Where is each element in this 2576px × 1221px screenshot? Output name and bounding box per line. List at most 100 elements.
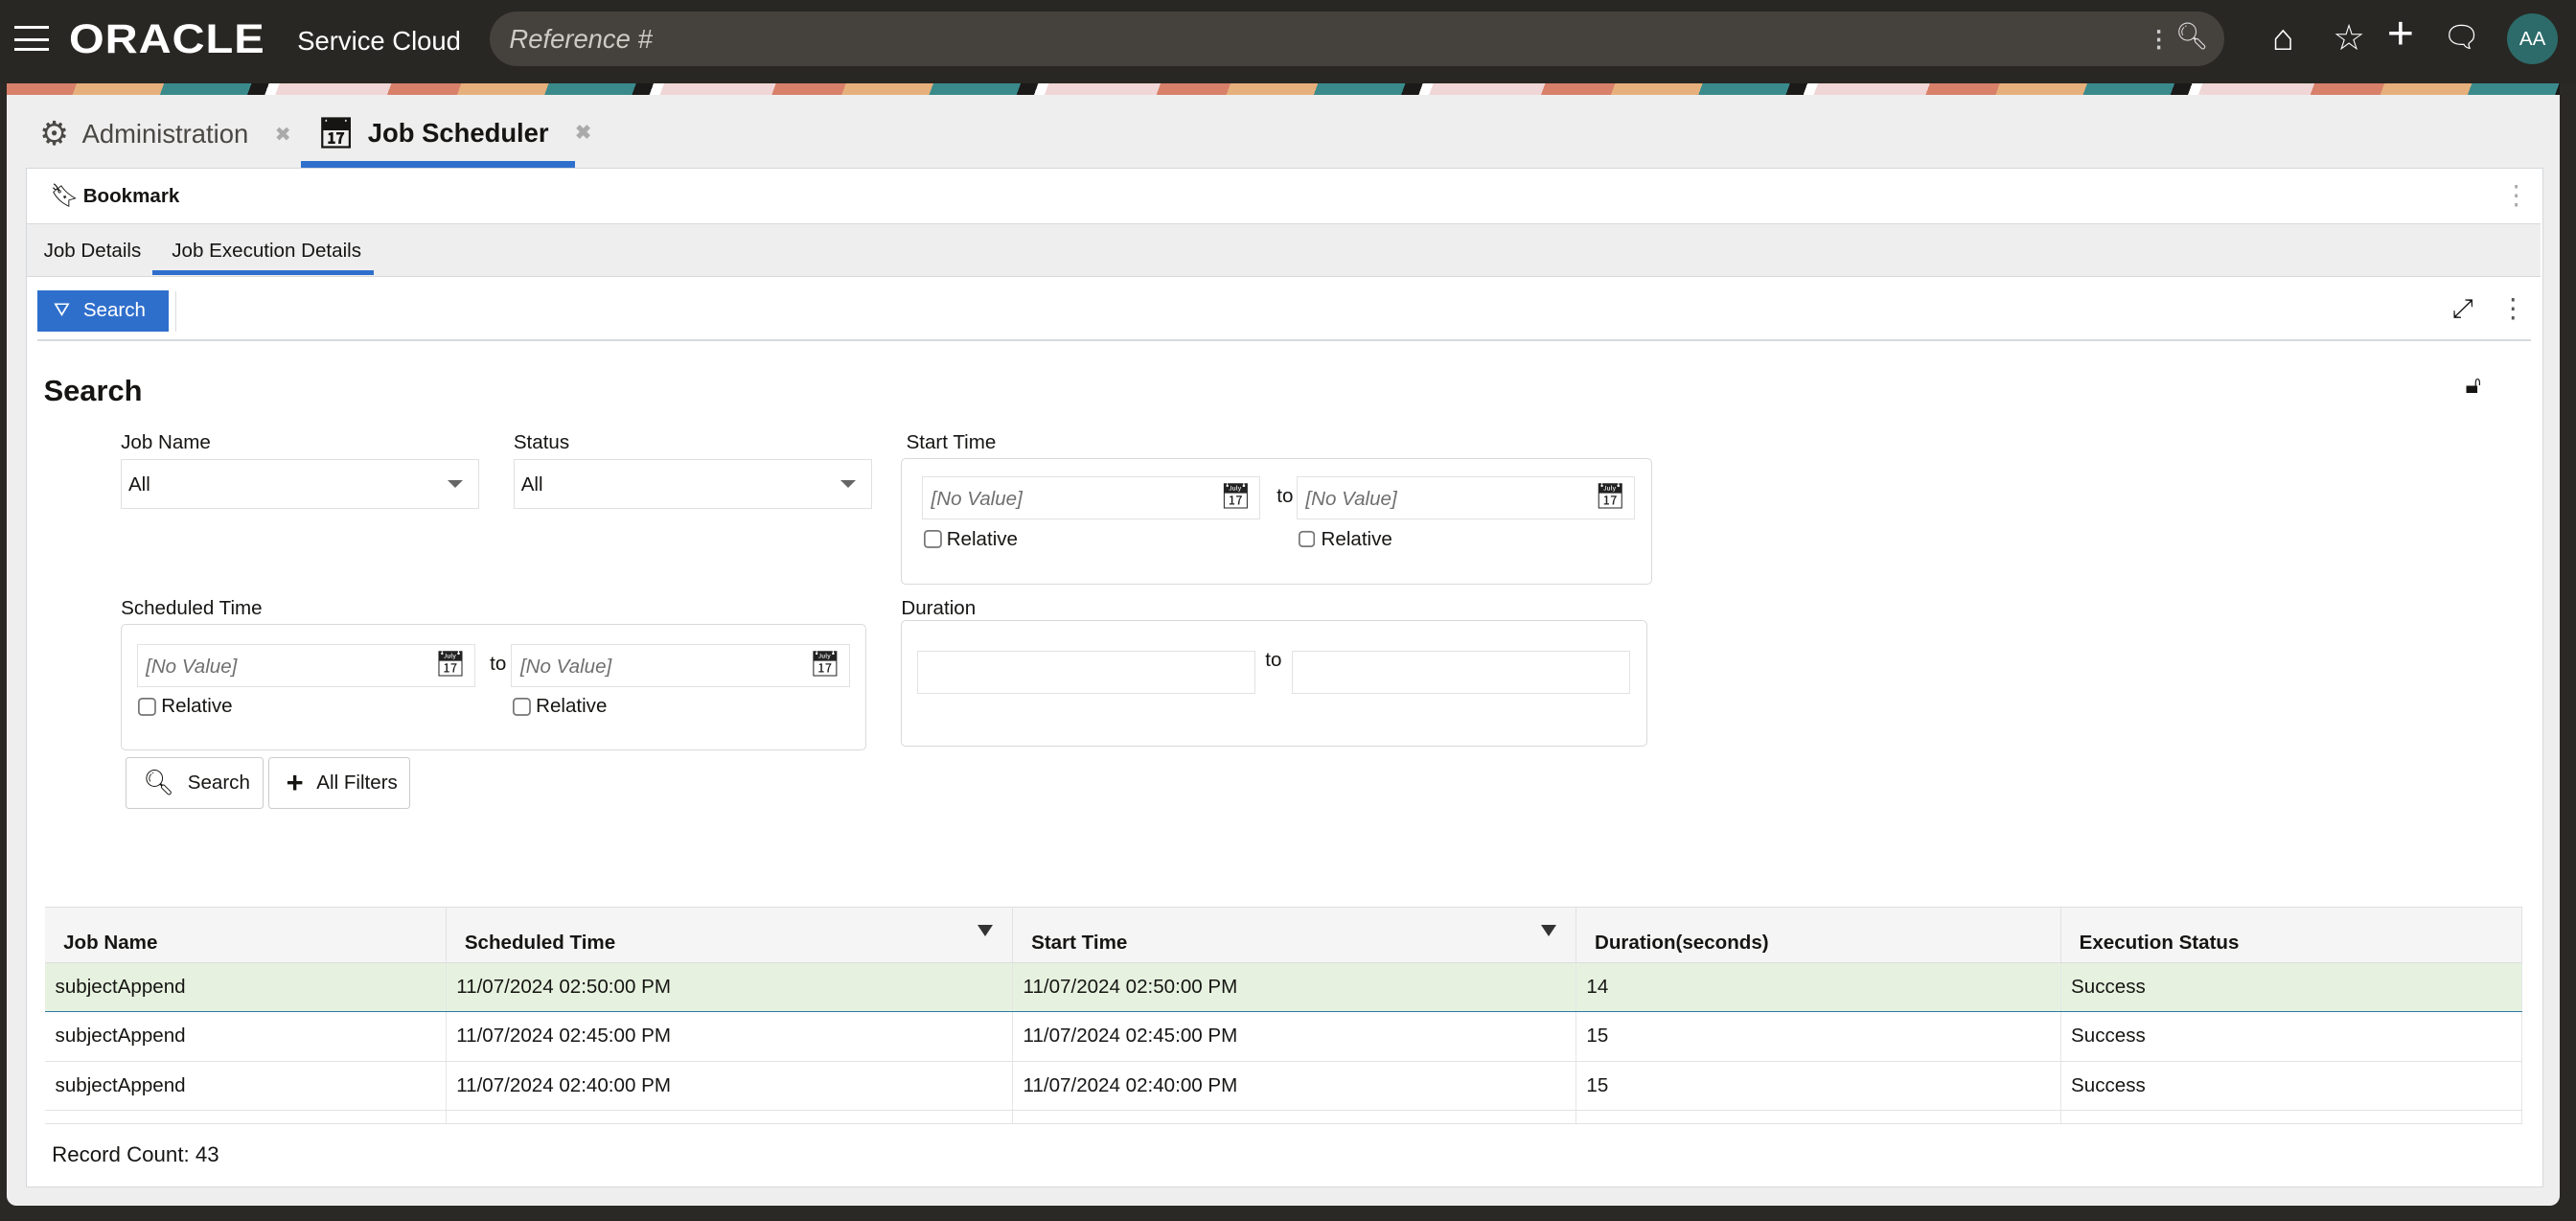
cell-start-time: 11/07/2024 02:40:00 PM <box>1012 1061 1577 1112</box>
checkbox-label: Relative <box>536 695 608 718</box>
content-card: 🔖︎ Bookmark ⋮ Job Details Job Execution … <box>26 167 2543 1188</box>
placeholder: [No Value] <box>1305 487 1397 510</box>
close-icon[interactable]: ✖ <box>274 123 291 146</box>
avatar[interactable]: AA <box>2507 12 2559 64</box>
column-header-duration[interactable]: Duration(seconds) <box>1576 906 2061 963</box>
start-from-relative-checkbox[interactable]: Relative <box>923 528 1018 551</box>
column-header-job-name[interactable]: Job Name <box>45 906 447 963</box>
cell-job-name: subjectAppend <box>45 1011 447 1062</box>
start-time-group: [No Value] 📅︎ to [No Value] 📅︎ Relative Re… <box>901 457 1652 585</box>
star-icon[interactable]: ☆ <box>2333 17 2366 58</box>
duration-label: Duration <box>901 597 977 620</box>
global-search: ⋮ 🔍︎ <box>489 12 2225 66</box>
expand-icon[interactable]: ⤢ <box>2451 293 2473 324</box>
placeholder: [No Value] <box>931 487 1023 510</box>
bookmark-bar: 🔖︎ Bookmark ⋮ <box>27 169 2542 225</box>
status-label: Status <box>513 431 570 454</box>
chevron-down-icon <box>840 479 857 488</box>
cell-scheduled-time: 11/07/2024 02:45:00 PM <box>446 1011 1014 1062</box>
more-options-icon[interactable]: ⋮ <box>2147 27 2171 54</box>
cell-start-time: 11/07/2024 02:50:00 PM <box>1012 962 1577 1013</box>
scheduled-time-to-input[interactable]: [No Value] 📅︎ <box>511 644 850 687</box>
scheduled-time-group: [No Value] 📅︎ to [No Value] 📅︎ Relative Re… <box>121 623 867 750</box>
gear-icon: ⚙ <box>39 116 69 152</box>
start-to-relative-checkbox[interactable]: Relative <box>1298 528 1392 551</box>
table-row[interactable]: subjectAppend 11/07/2024 02:45:00 PM 11/07… <box>45 1011 2523 1062</box>
plus-icon: + <box>286 765 304 799</box>
scheduled-time-label: Scheduled Time <box>121 597 263 620</box>
placeholder: [No Value] <box>519 655 612 678</box>
sort-desc-icon[interactable] <box>1540 925 1556 937</box>
select-value: All <box>520 472 543 495</box>
search-button[interactable]: 🔍︎ Search <box>126 756 264 810</box>
bookmark-button[interactable]: Bookmark <box>82 184 180 207</box>
scheduled-to-relative-checkbox[interactable]: Relative <box>513 695 607 718</box>
calendar-icon[interactable]: 📅︎ <box>434 651 467 679</box>
active-tab-indicator <box>300 161 575 168</box>
cell-duration: 15 <box>1576 1061 2061 1112</box>
subtab-job-details[interactable]: Job Details <box>43 239 142 262</box>
tab-label: Administration <box>81 119 249 149</box>
cell-start-time: 11/07/2024 02:45:00 PM <box>1012 1011 1577 1062</box>
table-row[interactable]: subjectAppend 11/07/2024 02:50:00 PM 11/07… <box>45 962 2523 1013</box>
to-label: to <box>1276 484 1294 507</box>
button-label: Search <box>82 299 146 322</box>
cell-scheduled-time: 11/07/2024 02:50:00 PM <box>446 962 1014 1013</box>
filter-icon: ⛛ <box>53 299 71 322</box>
table-row[interactable]: subjectAppend 11/07/2024 02:40:00 PM 11/07… <box>45 1061 2523 1112</box>
subtab-job-execution-details[interactable]: Job Execution Details <box>172 239 361 262</box>
duration-to-input[interactable] <box>1291 651 1630 694</box>
calendar-icon[interactable]: 📅︎ <box>809 651 840 679</box>
button-label: All Filters <box>316 771 398 794</box>
divider <box>36 339 2531 341</box>
search-icon[interactable]: 🔍︎ <box>2174 21 2209 52</box>
top-bar: ORACLE Service Cloud ⋮ 🔍︎ ⌂ ☆ + 🗨︎ AA <box>0 0 2576 84</box>
scheduled-time-from-input[interactable]: [No Value] 📅︎ <box>136 644 475 687</box>
calendar-gear-icon: 📅︎ <box>316 116 356 150</box>
oracle-logo: ORACLE <box>69 16 265 63</box>
column-header-execution-status[interactable]: Execution Status <box>2060 906 2523 963</box>
tab-administration[interactable]: ⚙ Administration ✖ <box>39 115 291 153</box>
scheduled-from-relative-checkbox[interactable]: Relative <box>138 695 233 718</box>
cell-status: Success <box>2060 1011 2523 1062</box>
cell-scheduled-time: 11/07/2024 02:40:00 PM <box>446 1061 1014 1112</box>
placeholder: [No Value] <box>146 655 238 678</box>
column-header-scheduled-time[interactable]: Scheduled Time <box>446 906 1014 963</box>
start-time-label: Start Time <box>906 431 997 454</box>
home-icon[interactable]: ⌂ <box>2271 17 2294 58</box>
table-header-row: Job Name Scheduled Time Start Time Durat… <box>45 906 2523 963</box>
close-icon[interactable]: ✖ <box>575 122 592 144</box>
job-name-select[interactable]: All <box>121 459 479 509</box>
start-time-from-input[interactable]: [No Value] 📅︎ <box>921 476 1261 519</box>
tab-label: Job Scheduler <box>367 117 549 148</box>
table-row-partial <box>45 1110 2523 1124</box>
start-time-to-input[interactable]: [No Value] 📅︎ <box>1296 476 1635 519</box>
cell-job-name: subjectAppend <box>45 1061 447 1112</box>
menu-icon[interactable] <box>14 26 50 52</box>
status-select[interactable]: All <box>513 459 872 509</box>
duration-group: to <box>901 620 1647 748</box>
unlock-icon[interactable]: 🔓︎ <box>2465 372 2482 400</box>
reference-search-input[interactable] <box>509 21 2120 58</box>
chat-icon[interactable]: 🗨︎ <box>2443 20 2481 55</box>
all-filters-button[interactable]: + All Filters <box>268 756 410 810</box>
search-toggle-button[interactable]: ⛛ Search <box>36 289 169 332</box>
kebab-icon[interactable]: ⋮ <box>2502 179 2530 210</box>
calendar-icon[interactable]: 📅︎ <box>1594 483 1626 511</box>
cell-duration: 15 <box>1576 1011 2061 1062</box>
tab-job-scheduler[interactable]: 📅︎ Job Scheduler ✖ <box>317 115 591 150</box>
kebab-icon[interactable]: ⋮ <box>2499 293 2526 324</box>
calendar-icon[interactable]: 📅︎ <box>1219 483 1252 511</box>
banner-pattern <box>6 83 2560 98</box>
plus-icon[interactable]: + <box>2386 8 2414 59</box>
bookmark-icon[interactable]: 🔖︎ <box>50 182 80 209</box>
sort-desc-icon[interactable] <box>977 925 993 937</box>
active-subtab-indicator <box>151 270 375 276</box>
column-header-start-time[interactable]: Start Time <box>1012 906 1577 963</box>
cell-status: Success <box>2060 962 2523 1013</box>
search-icon: 🔍︎ <box>143 769 175 796</box>
duration-from-input[interactable] <box>916 651 1255 694</box>
chevron-down-icon <box>448 479 464 488</box>
to-label: to <box>490 652 507 675</box>
